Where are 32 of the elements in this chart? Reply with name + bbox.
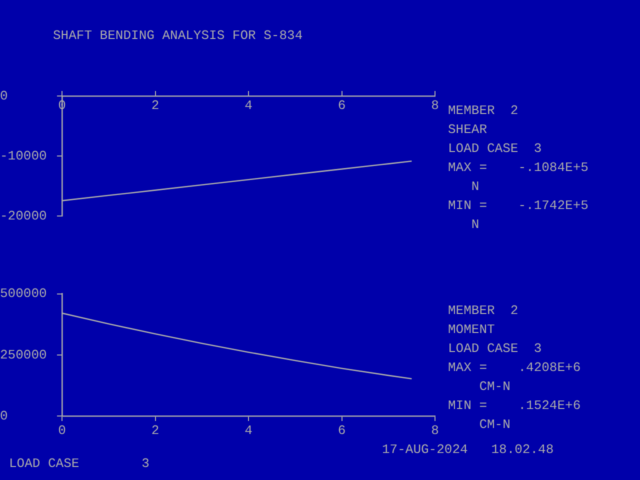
x-tick-label: 6 [338,98,346,114]
x-tick-label: 4 [244,423,253,438]
text: SHEAR [448,121,488,139]
y-tick-label: 0 [0,88,8,104]
y-tick-label: -20000 [0,208,47,224]
text: MIN = -.1742E+5 [448,197,588,215]
x-tick-label: 8 [431,423,439,438]
text: 17-AUG-2024 18.02.48 [382,441,554,459]
y-tick-label: 500000 [0,286,47,302]
text: N [470,178,480,196]
x-tick-label: 2 [151,423,160,438]
text: MEMBER 2 [448,302,520,320]
x-tick-label: 0 [58,423,66,438]
text: CM-N [478,416,512,434]
y-tick-label: 250000 [0,347,47,362]
text: LOAD CASE 3 [448,340,543,358]
text: LOAD CASE 3 [448,140,543,158]
x-tick-label: 4 [244,98,253,114]
x-tick-label: 6 [338,423,346,438]
chart-title: SHAFT BENDING ANALYSIS FOR S-834 [53,27,303,45]
x-tick-label: 8 [431,98,439,114]
text: N [470,216,480,234]
x-tick-label: 2 [151,98,160,114]
text: MOMENT [448,321,496,339]
y-tick-label: -10000 [0,148,47,164]
y-tick-label: 0 [0,408,8,424]
text: MEMBER 2 [448,102,520,120]
text: MAX = .4208E+6 [448,359,581,377]
text: CM-N [478,378,512,396]
text: MAX = -.1084E+5 [448,159,588,177]
text: LOAD CASE 3 [9,455,150,473]
text: MIN = .1524E+6 [448,397,581,415]
